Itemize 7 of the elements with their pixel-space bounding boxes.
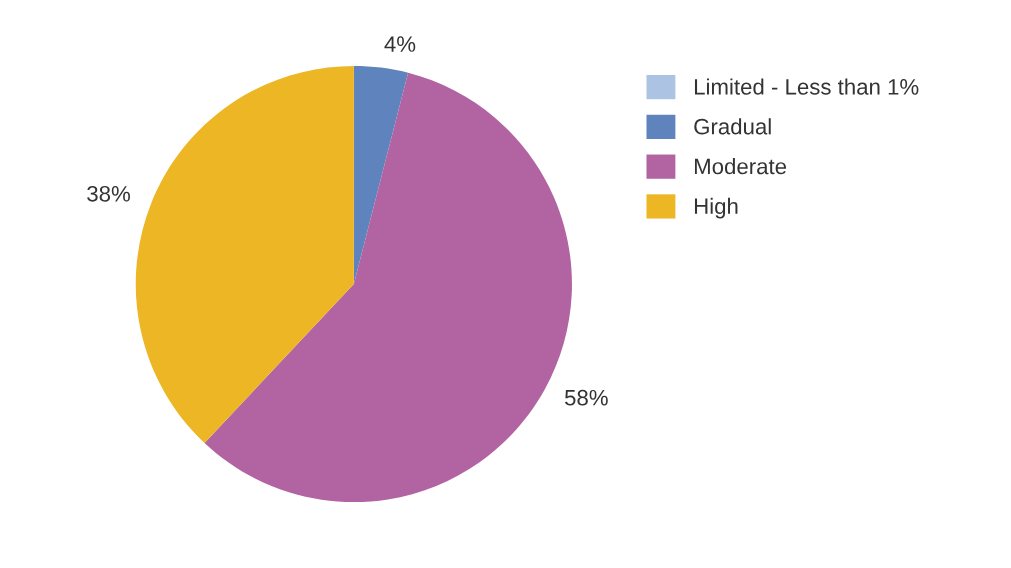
data-label: 38% bbox=[87, 185, 130, 202]
legend-label: Limited - Less than 1% bbox=[694, 78, 919, 95]
legend-label: Gradual bbox=[694, 118, 771, 135]
data-label: 4% bbox=[384, 36, 416, 52]
legend-label: High bbox=[694, 197, 738, 219]
legend-label: Moderate bbox=[694, 157, 787, 175]
data-label: 58% bbox=[564, 389, 608, 406]
